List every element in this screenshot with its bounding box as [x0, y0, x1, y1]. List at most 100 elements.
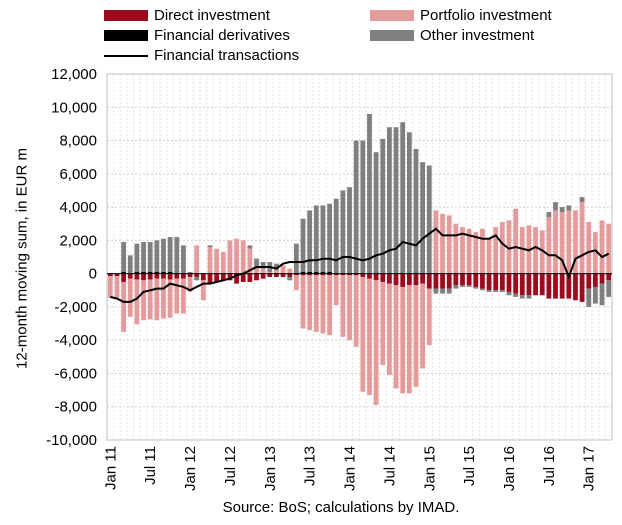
bar-financial-derivatives	[300, 271, 306, 274]
bar-direct-investment	[174, 273, 180, 279]
x-tick-label: Jul 13	[302, 446, 319, 486]
bar-direct-investment	[107, 273, 113, 277]
bar-portfolio-investment	[254, 268, 259, 274]
bar-financial-derivatives	[134, 271, 140, 274]
y-tick-label: 10,000	[51, 99, 97, 116]
bar-direct-investment	[406, 273, 412, 286]
bar-financial-derivatives	[161, 271, 166, 274]
bar-direct-investment	[333, 273, 339, 276]
bar-direct-investment	[519, 273, 525, 296]
bar-direct-investment	[553, 273, 558, 299]
bar-financial-derivatives	[167, 271, 173, 274]
bar-portfolio-investment	[506, 220, 512, 274]
x-tick-label: Jan 14	[342, 446, 359, 491]
bar-other-investment	[360, 140, 366, 274]
bar-portfolio-investment	[406, 285, 412, 394]
bar-portfolio-investment	[380, 281, 386, 366]
bar-direct-investment	[114, 273, 120, 277]
bar-portfolio-investment	[513, 208, 519, 274]
bar-direct-investment	[327, 273, 332, 276]
bar-other-investment	[134, 243, 140, 272]
bar-portfolio-investment	[340, 275, 346, 337]
bar-other-investment	[387, 127, 392, 274]
legend-label-portfolio-investment: Portfolio investment	[420, 7, 552, 24]
bar-other-investment	[406, 132, 412, 274]
bar-direct-investment	[466, 273, 472, 286]
bar-direct-investment	[420, 273, 426, 284]
bar-direct-investment	[433, 273, 439, 289]
bar-portfolio-investment	[181, 278, 186, 314]
bar-portfolio-investment	[320, 275, 326, 334]
bar-other-investment	[599, 283, 605, 306]
bar-other-investment	[526, 295, 532, 299]
bar-direct-investment	[200, 273, 206, 281]
bar-portfolio-investment	[393, 285, 399, 389]
bar-portfolio-investment	[347, 275, 352, 341]
bar-other-investment	[141, 242, 146, 272]
bar-other-investment	[307, 210, 313, 272]
bar-other-investment	[586, 288, 592, 307]
bar-portfolio-investment	[426, 288, 432, 346]
bar-portfolio-investment	[114, 276, 120, 298]
x-tick-label: Jan 17	[581, 446, 598, 491]
bar-financial-derivatives	[327, 271, 332, 274]
bar-direct-investment	[340, 273, 346, 276]
bar-portfolio-investment	[247, 248, 253, 274]
bar-portfolio-investment	[267, 271, 273, 274]
bar-financial-derivatives	[307, 271, 313, 274]
bar-other-investment	[426, 165, 432, 274]
bar-other-investment	[380, 138, 386, 274]
bar-portfolio-investment	[234, 238, 239, 274]
bar-portfolio-investment	[167, 279, 173, 318]
bar-other-investment	[446, 288, 452, 294]
x-tick-label: Jan 11	[102, 446, 119, 490]
bar-portfolio-investment	[473, 232, 479, 274]
bar-direct-investment	[526, 273, 532, 296]
legend-label-financial-transactions: Financial transactions	[154, 47, 300, 64]
bar-direct-investment	[460, 273, 465, 286]
bar-direct-investment	[480, 273, 485, 289]
bar-other-investment	[473, 286, 479, 289]
x-tick-label: Jul 12	[222, 446, 239, 486]
bar-direct-investment	[167, 273, 173, 280]
x-tick-label: Jan 13	[262, 446, 279, 491]
bar-other-investment	[519, 295, 525, 299]
bar-direct-investment	[599, 273, 605, 284]
bar-portfolio-investment	[293, 275, 299, 291]
bar-portfolio-investment	[546, 217, 552, 274]
x-tick-label: Jan 12	[182, 446, 199, 491]
bar-other-investment	[413, 148, 419, 274]
bar-other-investment	[546, 212, 552, 218]
bar-portfolio-investment	[300, 275, 306, 329]
bar-direct-investment	[446, 273, 452, 289]
bar-direct-investment	[214, 273, 220, 282]
bar-other-investment	[207, 245, 213, 248]
legend-label-direct-investment: Direct investment	[154, 7, 270, 24]
bar-other-investment	[566, 205, 572, 211]
legend-item-direct-investment: Direct investment	[104, 7, 270, 24]
bar-other-investment	[400, 122, 406, 274]
bar-direct-investment	[121, 273, 127, 282]
bar-direct-investment	[127, 273, 133, 279]
bar-direct-investment	[499, 273, 505, 291]
bar-direct-investment	[393, 273, 399, 286]
legend-item-financial-derivatives: Financial derivatives	[104, 27, 290, 44]
bar-financial-derivatives	[147, 271, 153, 274]
bar-direct-investment	[373, 273, 379, 281]
bar-other-investment	[592, 286, 598, 304]
bar-portfolio-investment	[121, 281, 127, 332]
bar-portfolio-investment	[446, 215, 452, 274]
bar-direct-investment	[566, 273, 572, 299]
bar-portfolio-investment	[127, 278, 133, 317]
bar-direct-investment	[400, 273, 406, 287]
bar-portfolio-investment	[227, 240, 233, 274]
bar-direct-investment	[592, 273, 598, 287]
bar-portfolio-investment	[440, 213, 445, 274]
bar-portfolio-investment	[134, 279, 140, 325]
bar-direct-investment	[313, 273, 319, 276]
bar-portfolio-investment	[579, 202, 585, 274]
bar-portfolio-investment	[360, 276, 366, 392]
bar-direct-investment	[254, 273, 259, 281]
bar-other-investment	[460, 285, 465, 287]
